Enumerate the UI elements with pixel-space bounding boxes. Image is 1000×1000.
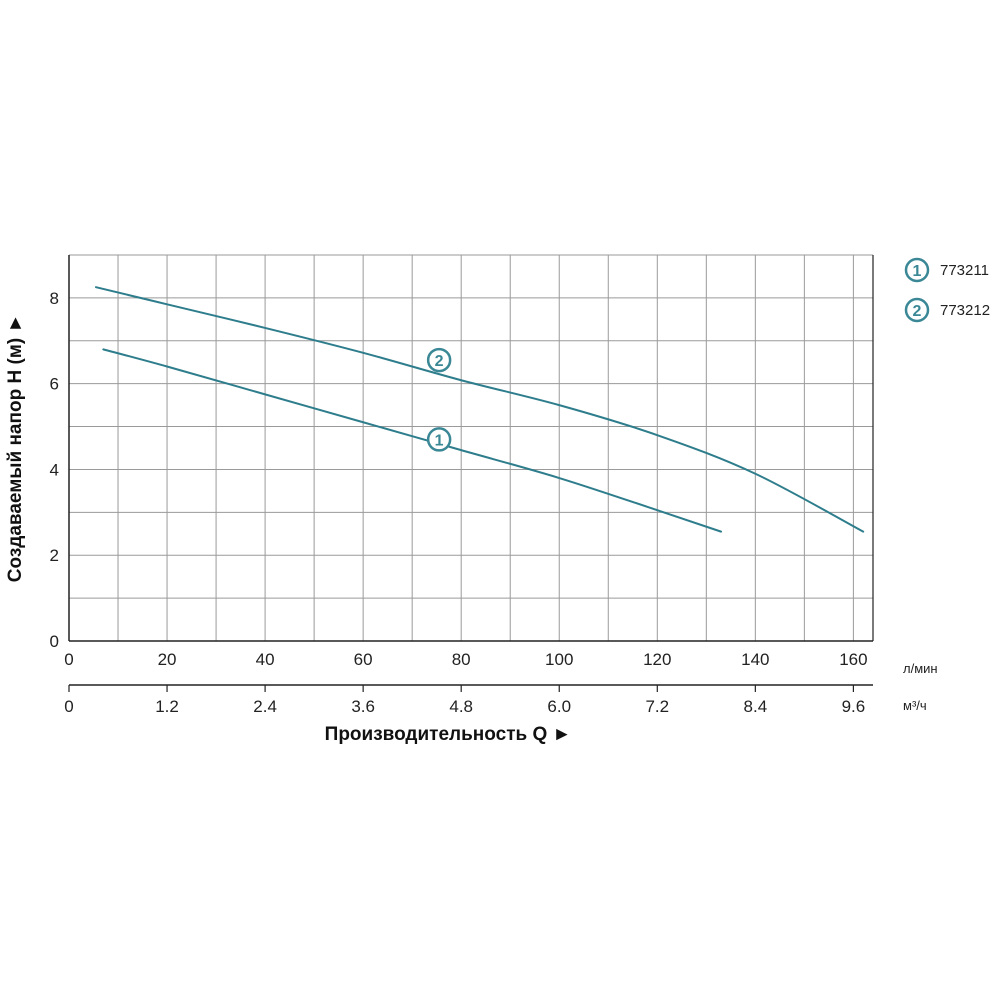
x-tick-label: 140 xyxy=(741,650,769,669)
series-marker-2 xyxy=(426,347,452,373)
series-line-773211 xyxy=(102,348,723,533)
x2-tick-label: 6.0 xyxy=(547,697,571,716)
series-marker-label-2: 2 xyxy=(435,353,444,370)
series-lines xyxy=(94,286,865,533)
x-unit-label: л/мин xyxy=(903,661,938,676)
x2-tick-label: 1.2 xyxy=(155,697,179,716)
series-line-773212 xyxy=(94,286,865,533)
x2-tick-label: 3.6 xyxy=(351,697,375,716)
y-tick-label: 6 xyxy=(50,375,59,394)
grid xyxy=(69,255,873,641)
y-tick-labels: 0 2 4 6 8 xyxy=(50,289,59,651)
legend-marker-2 xyxy=(904,297,930,323)
legend-item-2: 2 773212 xyxy=(904,297,990,323)
y-tick-label: 0 xyxy=(50,632,59,651)
series-marker-label-1: 1 xyxy=(435,432,444,449)
x-tick-label: 160 xyxy=(839,650,867,669)
legend-marker-2-label: 2 xyxy=(913,303,922,320)
x-tick-label: 20 xyxy=(158,650,177,669)
legend-label-2: 773212 xyxy=(940,302,990,319)
x2-tick-label: 2.4 xyxy=(253,697,277,716)
x-tick-label: 120 xyxy=(643,650,671,669)
y-tick-label: 8 xyxy=(50,289,59,308)
x2-tick-label: 8.4 xyxy=(744,697,768,716)
x-axis-title: Производительность Q ► xyxy=(325,724,572,745)
series-markers: 12 xyxy=(426,347,452,452)
y-tick-label: 4 xyxy=(50,460,59,479)
x-tick-label: 100 xyxy=(545,650,573,669)
x2-tick-labels: 0 1.2 2.4 3.6 4.8 6.0 7.2 8.4 9.6 xyxy=(64,697,865,716)
legend-marker-1 xyxy=(904,257,930,283)
x-tick-label: 60 xyxy=(354,650,373,669)
x2-unit-label: м³/ч xyxy=(903,698,927,713)
x-tick-labels: 0 20 40 60 80 100 120 140 160 xyxy=(64,650,867,669)
x-tick-label: 40 xyxy=(256,650,275,669)
x-tick-label: 80 xyxy=(452,650,471,669)
plot-frame xyxy=(68,254,874,642)
x2-tick-label: 7.2 xyxy=(645,697,669,716)
x2-tick-label: 4.8 xyxy=(449,697,473,716)
legend-marker-1-label: 1 xyxy=(913,263,922,280)
x-tick-label: 0 xyxy=(64,650,73,669)
secondary-x-axis xyxy=(68,684,873,692)
legend-label-1: 773211 xyxy=(940,262,989,279)
legend: 1 773211 2 773212 xyxy=(904,257,990,323)
y-axis-title: Создаваемый напор H (м) ► xyxy=(5,314,26,583)
x2-tick-label: 0 xyxy=(64,697,73,716)
series-marker-1 xyxy=(426,427,452,452)
legend-item-1: 1 773211 xyxy=(904,257,989,283)
y-tick-label: 2 xyxy=(50,546,59,565)
x2-tick-label: 9.6 xyxy=(842,697,866,716)
